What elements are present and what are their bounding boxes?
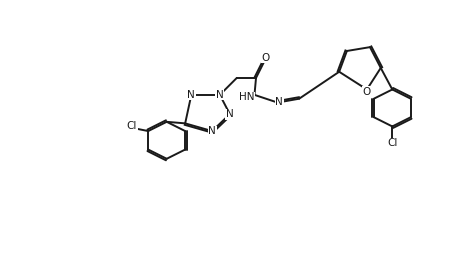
Text: Cl: Cl [387, 138, 398, 148]
Text: N: N [226, 109, 234, 119]
Text: N: N [275, 97, 283, 107]
Text: N: N [187, 90, 195, 100]
Text: O: O [261, 53, 269, 63]
Text: N: N [216, 90, 224, 100]
Text: Cl: Cl [127, 122, 137, 131]
Text: HN: HN [239, 92, 255, 102]
Text: N: N [208, 126, 216, 136]
Text: O: O [363, 87, 371, 97]
